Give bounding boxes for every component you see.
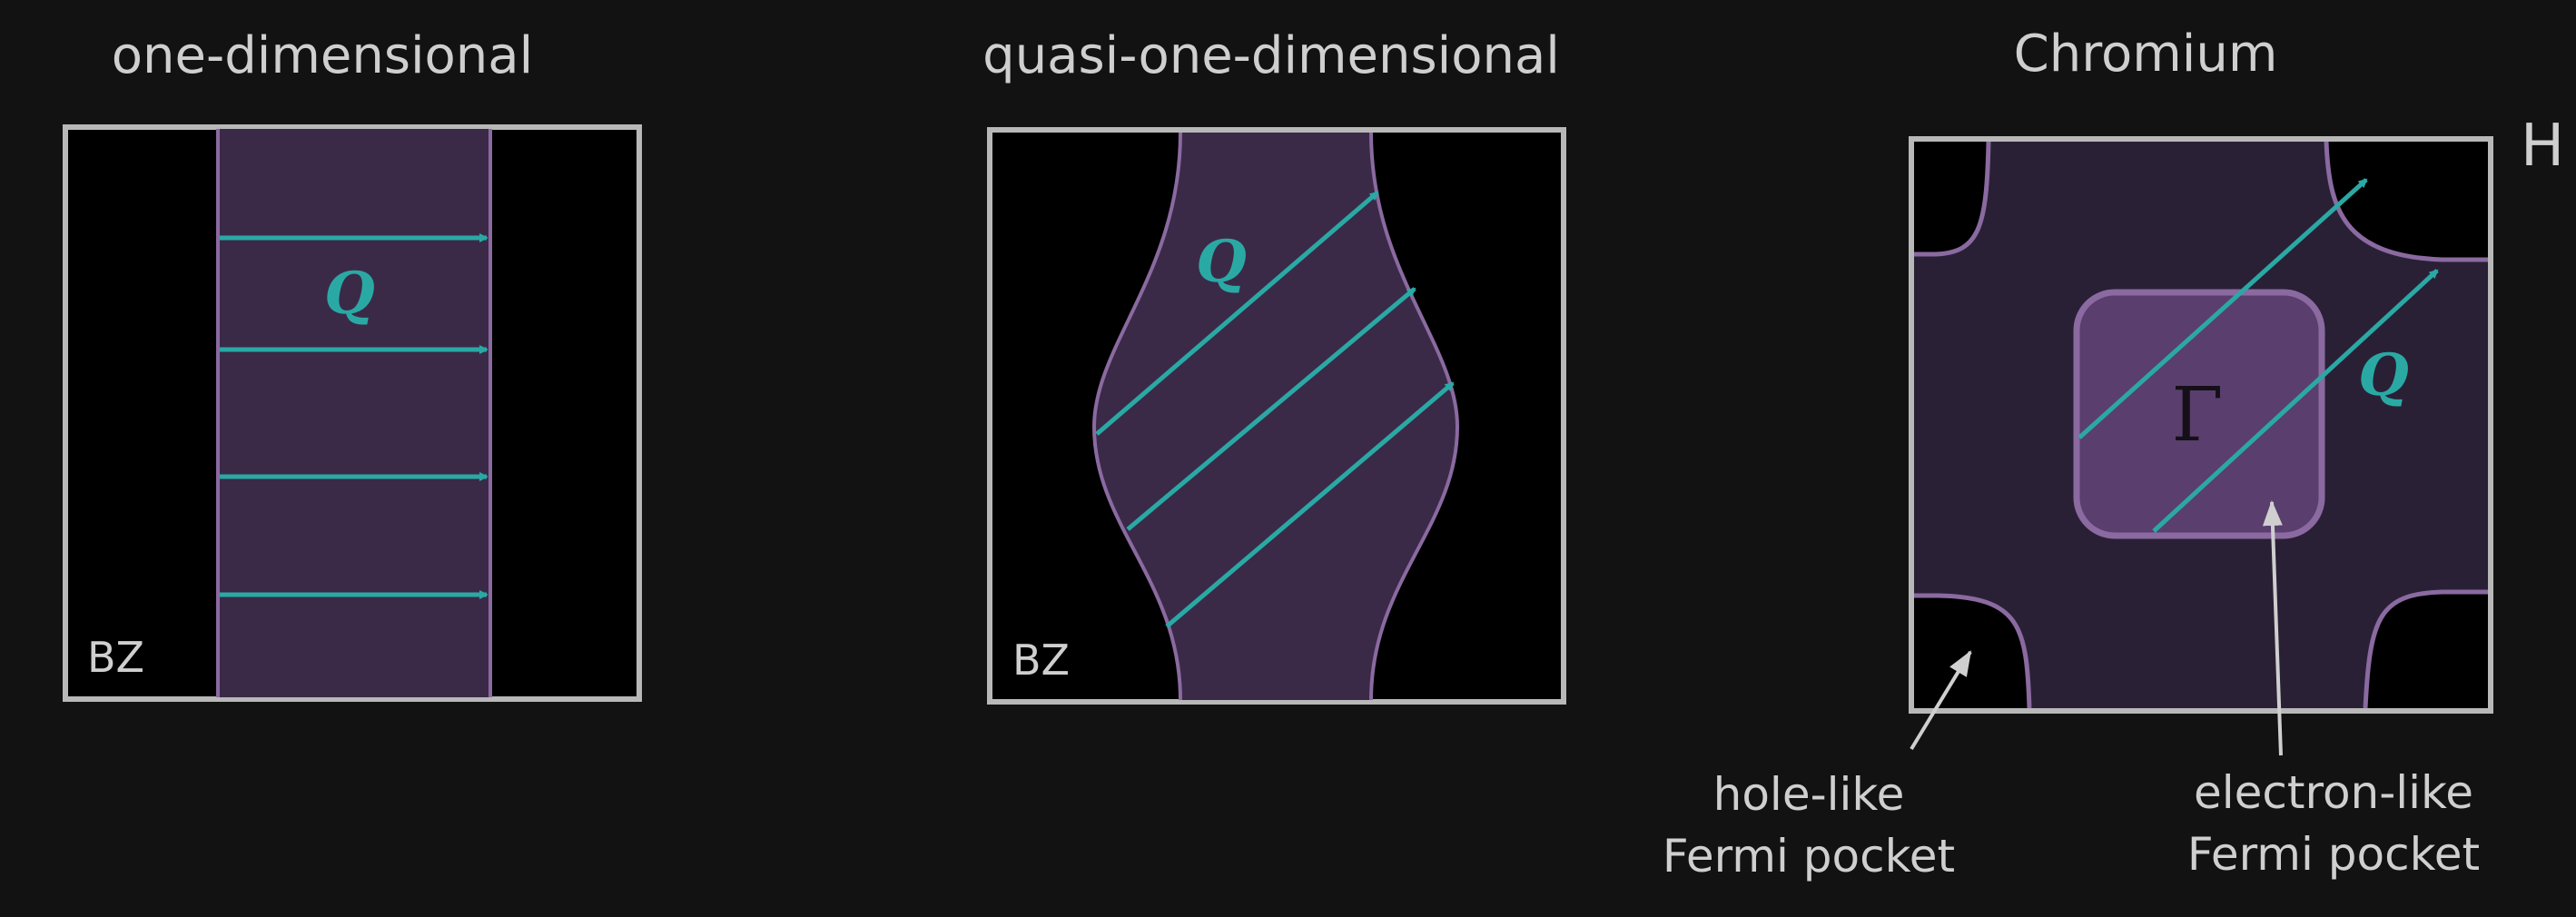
q-vector-label: Q xyxy=(324,260,375,328)
nesting-vector xyxy=(1095,191,1379,436)
nesting-vector xyxy=(1126,287,1416,531)
electron-pocket-label-line1: electron-like xyxy=(2194,766,2473,819)
hole-pocket-label-line1: hole-like xyxy=(1713,768,1905,821)
hole-pocket-label-line2: Fermi pocket xyxy=(1663,830,1955,882)
electron-pocket-pointer xyxy=(2262,500,2283,756)
gamma-point-label: Γ xyxy=(2172,372,2224,458)
bz-label: BZ xyxy=(87,633,144,682)
hole-pocket-edge xyxy=(2324,141,2488,262)
hole-pocket-edge xyxy=(2363,589,2488,709)
hole-pocket-pointer xyxy=(1910,650,1972,751)
panel-title: quasi-one-dimensional xyxy=(982,26,1560,85)
fermi-sheet xyxy=(1094,133,1457,700)
q-vector-label: Q xyxy=(2358,341,2409,409)
bz-label: BZ xyxy=(1012,636,1070,685)
fermi-surface-left xyxy=(1091,132,1182,701)
panel-one-dimensional: one-dimensional Q BZ xyxy=(63,26,642,702)
electron-pocket xyxy=(2073,289,2325,539)
panel-quasi-one-dimensional: quasi-one-dimensional Q BZ xyxy=(982,26,1566,705)
electron-pocket-label-line2: Fermi pocket xyxy=(2187,828,2480,881)
hole-pocket-edge xyxy=(1914,141,1991,257)
panel-title: Chromium xyxy=(2014,25,2278,84)
nesting-vector xyxy=(2152,269,2439,533)
fermi-surface-right xyxy=(1369,132,1460,701)
fermi-slab xyxy=(218,129,490,697)
nesting-vector xyxy=(1165,381,1455,628)
nesting-vector xyxy=(2078,178,2368,439)
panel-chromium: Chromium H Γ Q hole-like Fermi pocket el… xyxy=(1663,25,2564,882)
panel-title: one-dimensional xyxy=(112,26,533,85)
hole-pocket-edge xyxy=(1914,593,2032,709)
h-point-label: H xyxy=(2521,113,2564,180)
q-vector-label: Q xyxy=(1196,228,1247,296)
